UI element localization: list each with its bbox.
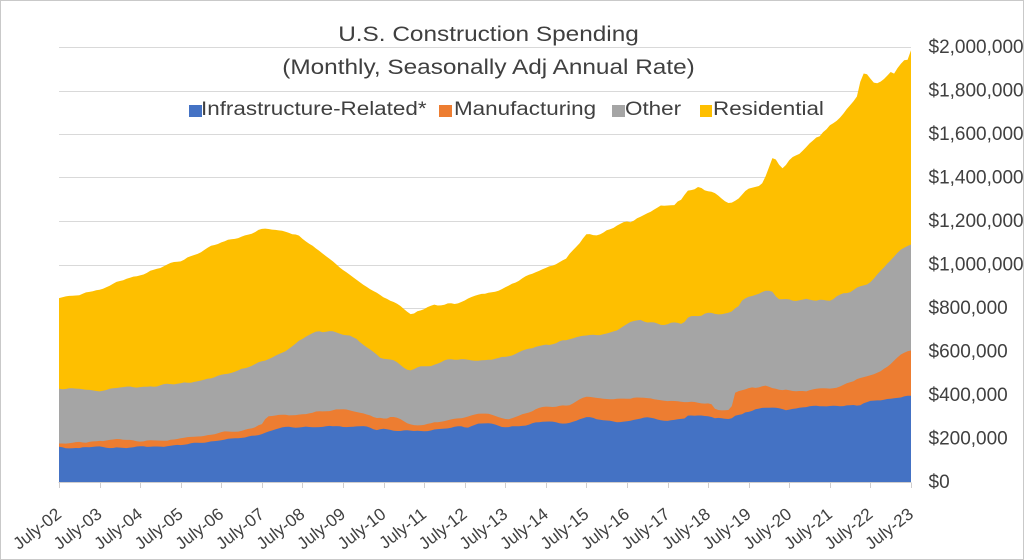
svg-text:$1,000,000: $1,000,000 bbox=[929, 254, 1024, 275]
svg-text:$1,400,000: $1,400,000 bbox=[929, 167, 1024, 188]
svg-text:$1,800,000: $1,800,000 bbox=[929, 80, 1024, 101]
svg-text:$400,000: $400,000 bbox=[929, 385, 1008, 406]
svg-text:$1,200,000: $1,200,000 bbox=[929, 211, 1024, 232]
svg-text:$200,000: $200,000 bbox=[929, 428, 1008, 449]
svg-text:$800,000: $800,000 bbox=[929, 298, 1008, 319]
svg-text:$600,000: $600,000 bbox=[929, 341, 1008, 362]
svg-text:$1,600,000: $1,600,000 bbox=[929, 124, 1024, 145]
svg-text:$0: $0 bbox=[929, 472, 950, 493]
svg-text:$2,000,000: $2,000,000 bbox=[929, 37, 1024, 58]
